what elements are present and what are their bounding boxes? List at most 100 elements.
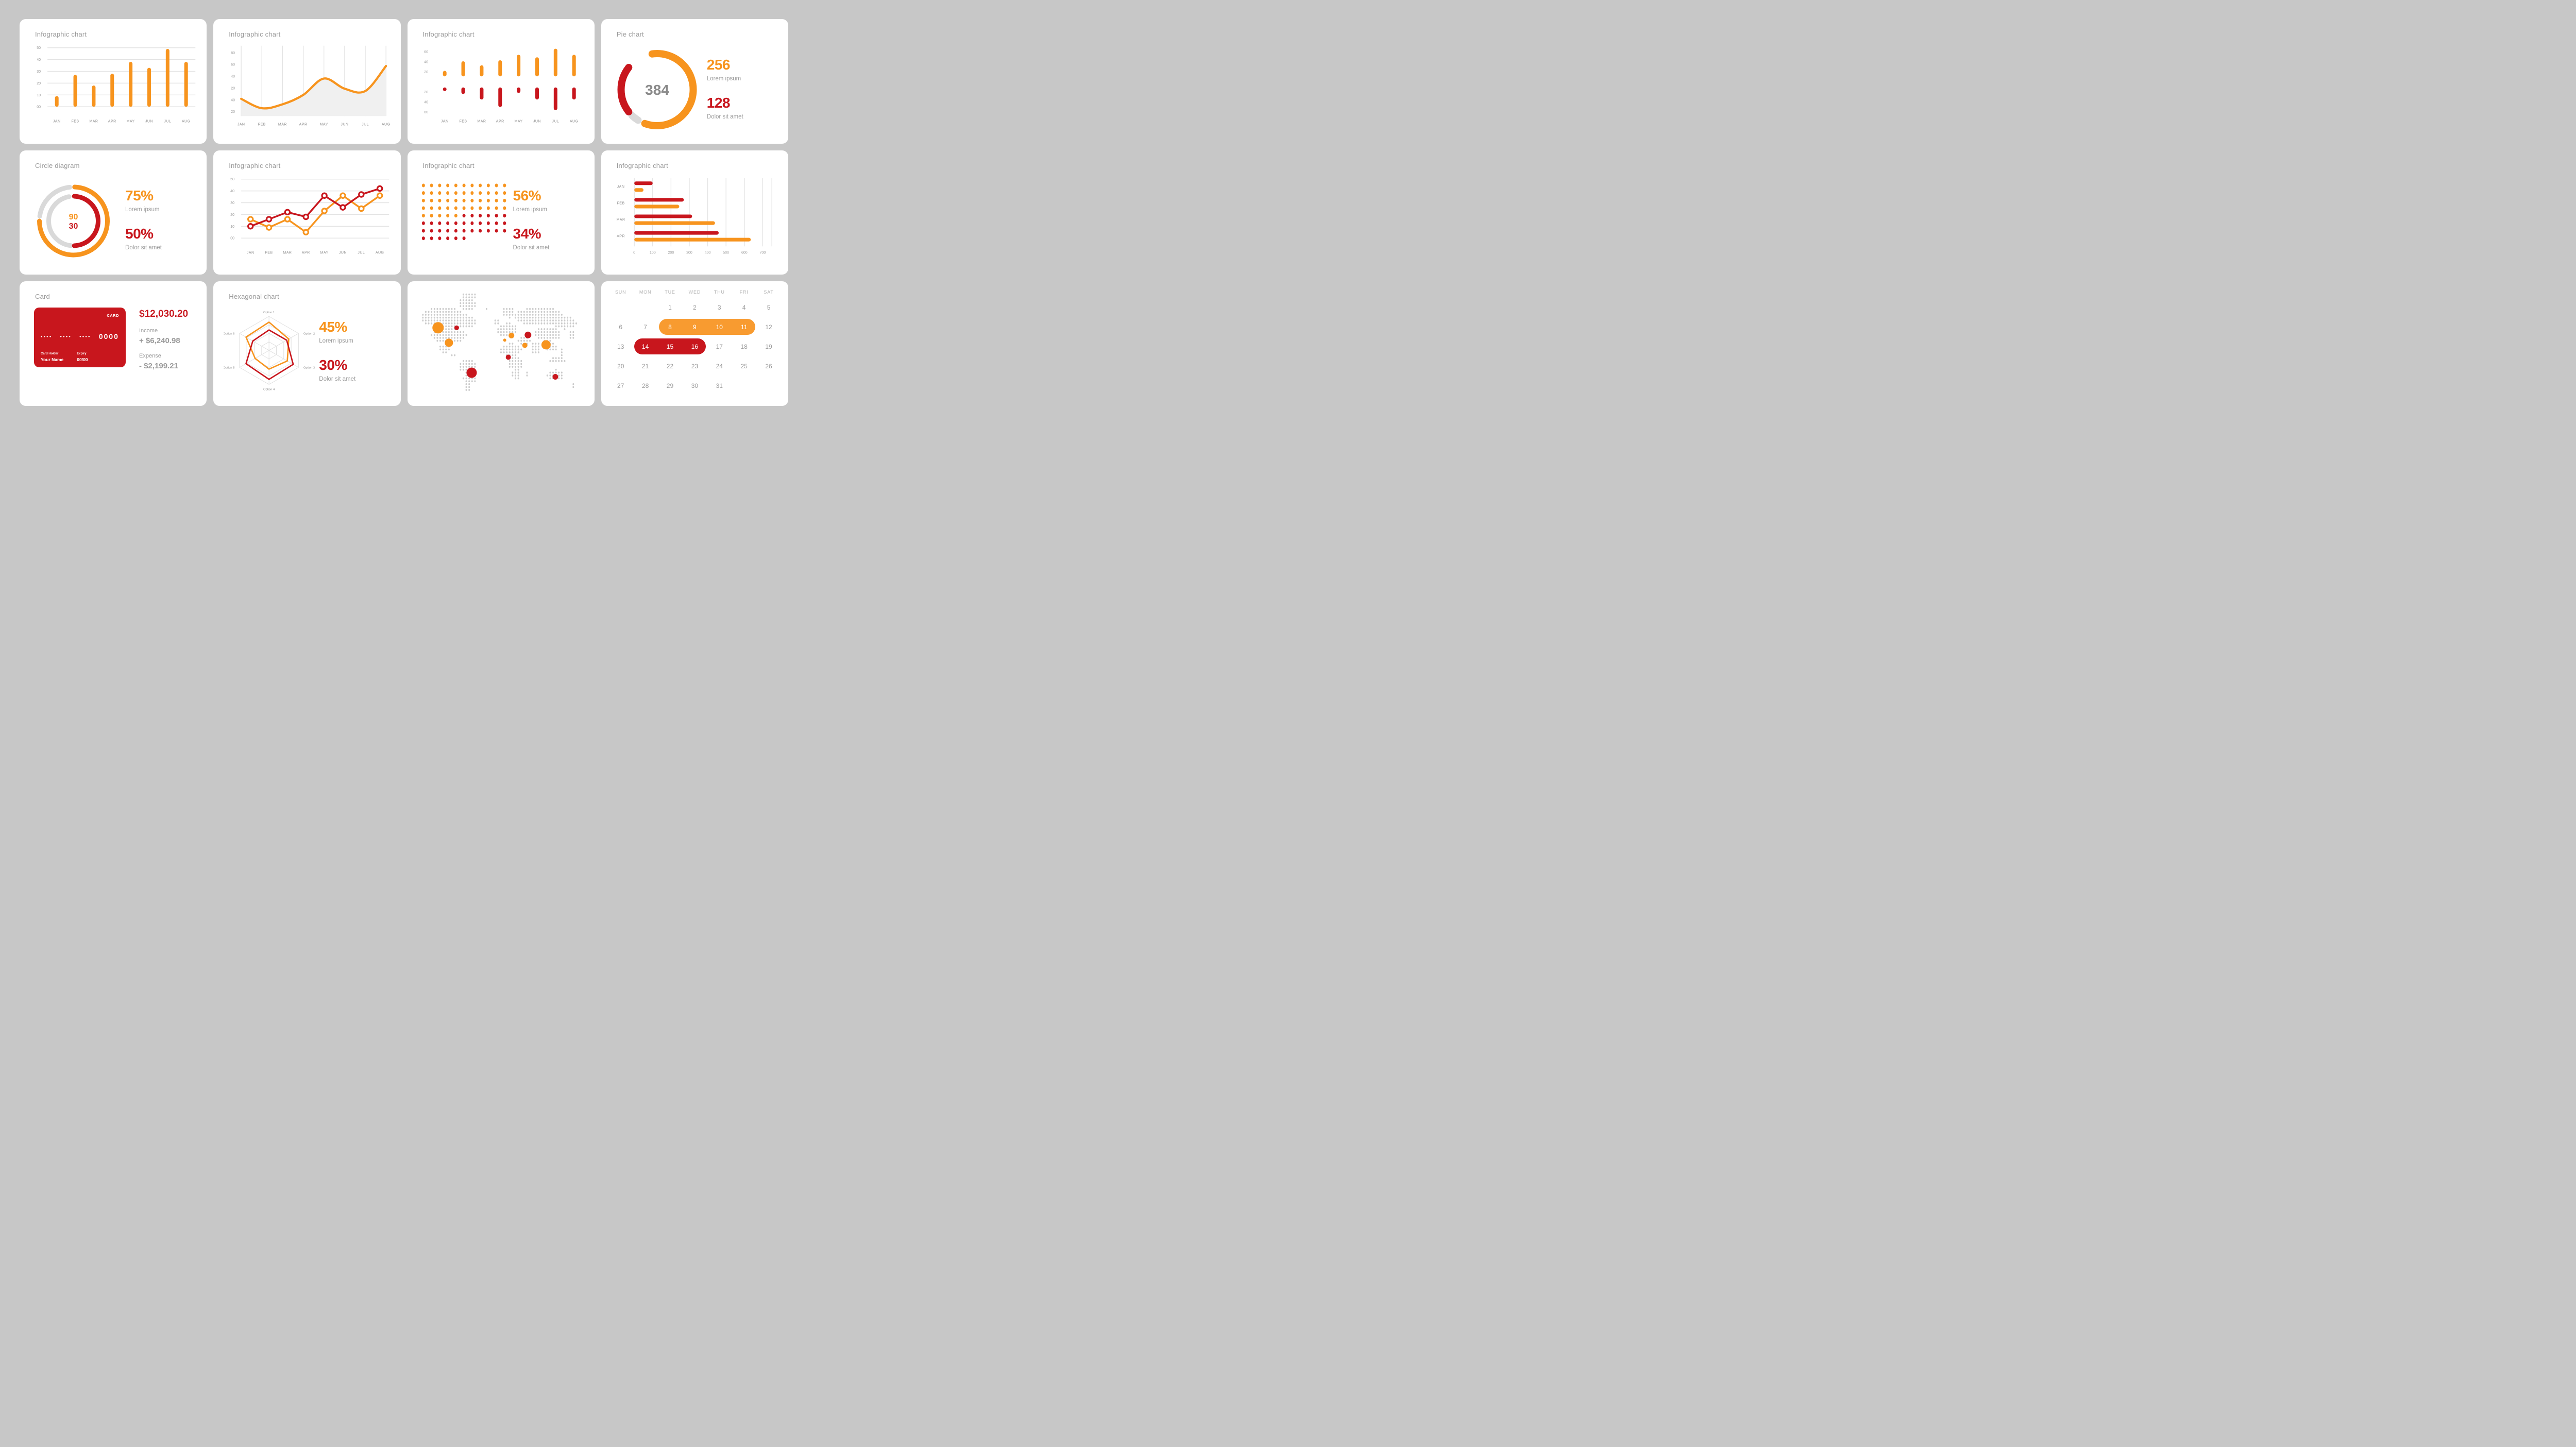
calendar-day[interactable]: 18 xyxy=(740,343,748,351)
calendar-day[interactable]: 27 xyxy=(617,382,624,390)
calendar-day[interactable]: 25 xyxy=(740,363,748,370)
card-holder: Card Holder Your Name xyxy=(41,352,63,362)
calendar-day[interactable]: 22 xyxy=(666,363,674,370)
stat-primary: 75% Lorem ipsum xyxy=(125,189,196,213)
calendar-day[interactable]: 6 xyxy=(619,324,623,331)
svg-text:40: 40 xyxy=(231,190,235,193)
credit-card-number: •••• •••• •••• 0000 xyxy=(41,332,119,341)
stat-primary: 56% Lorem ipsum xyxy=(513,189,584,213)
svg-text:MAY: MAY xyxy=(514,120,522,123)
svg-text:JUL: JUL xyxy=(552,120,559,123)
svg-text:APR: APR xyxy=(617,234,625,238)
horizontal-bar-chart: 0 100 200 300 400 500 600 700 JAN FEB MAR APR xyxy=(616,178,772,254)
svg-text:FEB: FEB xyxy=(617,201,624,205)
card-number-group: •••• xyxy=(79,334,91,339)
calendar-day[interactable]: 19 xyxy=(765,343,772,351)
card-line-chart: Infographic chart 00 10 20 30 40 50 JAN FEB MAR A… xyxy=(213,150,401,275)
svg-text:APR: APR xyxy=(299,123,308,126)
calendar-day[interactable]: 23 xyxy=(691,363,699,370)
calendar-day[interactable]: 14 xyxy=(641,343,649,351)
svg-text:0: 0 xyxy=(633,251,635,254)
day-header: FRI xyxy=(739,290,749,295)
calendar-day[interactable]: 9 xyxy=(693,324,697,331)
calendar-day[interactable]: 21 xyxy=(641,363,649,370)
svg-text:MAY: MAY xyxy=(320,251,329,254)
calendar-day[interactable]: 24 xyxy=(716,363,723,370)
svg-text:20: 20 xyxy=(37,82,41,86)
calendar-day-headers: SUN MON TUE WED THU FRI SAT xyxy=(608,290,781,295)
calendar-day[interactable]: 31 xyxy=(716,382,723,390)
svg-text:JAN: JAN xyxy=(247,251,255,254)
svg-text:Option 1: Option 1 xyxy=(263,311,275,314)
calendar-day[interactable]: 20 xyxy=(617,363,624,370)
calendar-selected-range[interactable] xyxy=(658,319,756,335)
svg-text:300: 300 xyxy=(686,251,692,254)
stat-primary-label: Lorem ipsum xyxy=(125,207,160,213)
stat-primary-value: 56% xyxy=(513,188,541,204)
calendar-week-row: 13 14 15 16 17 18 19 xyxy=(608,337,781,356)
calendar-day[interactable]: 26 xyxy=(765,363,772,370)
donut-chart: 384 xyxy=(617,50,697,129)
stat-secondary: 128 Dolor sit amet xyxy=(706,95,778,120)
day-header: TUE xyxy=(665,290,675,295)
card-title: Infographic chart xyxy=(229,30,281,38)
day-header: WED xyxy=(688,290,701,295)
svg-text:40: 40 xyxy=(424,100,428,104)
svg-text:JAN: JAN xyxy=(617,185,624,189)
svg-text:MAY: MAY xyxy=(127,120,135,123)
svg-text:40: 40 xyxy=(424,60,428,64)
calendar-day[interactable]: 4 xyxy=(742,304,746,312)
calendar-day[interactable]: 12 xyxy=(765,324,772,331)
calendar-week-row: 27 28 29 30 31 xyxy=(608,376,781,396)
svg-text:JUL: JUL xyxy=(164,120,171,123)
calendar-day[interactable]: 2 xyxy=(693,304,697,312)
stat-secondary: 50% Dolor sit amet xyxy=(125,227,196,251)
stat-secondary-label: Dolor sit amet xyxy=(125,245,162,251)
calendar-day[interactable]: 11 xyxy=(740,324,748,331)
svg-text:MAR: MAR xyxy=(616,218,625,222)
svg-text:Option 5: Option 5 xyxy=(224,367,235,370)
card-dot-matrix: Infographic chart 56% Lorem ipsum 34% Do… xyxy=(407,150,595,275)
calendar-day[interactable]: 10 xyxy=(716,324,723,331)
calendar-day[interactable]: 5 xyxy=(767,304,771,312)
card-radar-chart: Hexagonal chart Option 1 Option 2 Option 3… xyxy=(213,281,401,406)
card-holder-label: Card Holder xyxy=(41,352,59,356)
calendar-day[interactable]: 15 xyxy=(666,343,674,351)
stat-secondary-label: Dolor sit amet xyxy=(706,113,743,120)
stat-primary-value: 45% xyxy=(319,318,347,335)
svg-text:Option 2: Option 2 xyxy=(303,333,315,336)
svg-text:384: 384 xyxy=(645,82,669,98)
radar-stats: 45% Lorem ipsum 30% Dolor sit amet xyxy=(317,300,390,401)
card-title: Infographic chart xyxy=(616,161,668,169)
svg-text:FEB: FEB xyxy=(459,120,467,123)
stat-primary-value: 75% xyxy=(125,188,154,204)
calendar-week-row: 20 21 22 23 24 25 26 xyxy=(608,356,781,376)
svg-text:AUG: AUG xyxy=(182,120,191,123)
calendar-selected-range[interactable] xyxy=(634,338,706,355)
calendar-week-row: 6 7 8 9 10 11 12 xyxy=(608,317,781,337)
calendar-day[interactable]: 3 xyxy=(717,304,721,312)
calendar-day[interactable]: 8 xyxy=(668,324,672,331)
expense-value: - $2,199.21 xyxy=(139,362,178,371)
svg-text:AUG: AUG xyxy=(382,123,390,126)
svg-text:700: 700 xyxy=(759,251,766,254)
stat-secondary-label: Dolor sit amet xyxy=(319,376,356,382)
stat-primary: 256 Lorem ipsum xyxy=(707,57,778,82)
card-diverging-chart: Infographic chart 20 40 60 20 40 60 JAN FEB MAR A… xyxy=(407,19,595,144)
calendar-day[interactable]: 1 xyxy=(668,304,672,312)
card-number-group: •••• xyxy=(60,334,72,339)
calendar-day[interactable]: 13 xyxy=(617,343,624,351)
svg-text:30: 30 xyxy=(69,222,78,231)
calendar-day[interactable]: 29 xyxy=(666,382,674,390)
card-title: Hexagonal chart xyxy=(229,293,279,301)
day-header: SUN xyxy=(615,290,626,295)
stat-primary: 45% Lorem ipsum xyxy=(319,318,390,344)
svg-text:MAR: MAR xyxy=(283,251,292,254)
svg-text:JAN: JAN xyxy=(440,120,448,123)
svg-text:JAN: JAN xyxy=(53,120,61,123)
calendar-day[interactable]: 16 xyxy=(691,343,699,351)
calendar-day[interactable]: 28 xyxy=(641,382,649,390)
calendar-day[interactable]: 7 xyxy=(643,324,647,331)
calendar-day[interactable]: 30 xyxy=(691,382,699,390)
calendar-day[interactable]: 17 xyxy=(716,343,723,351)
